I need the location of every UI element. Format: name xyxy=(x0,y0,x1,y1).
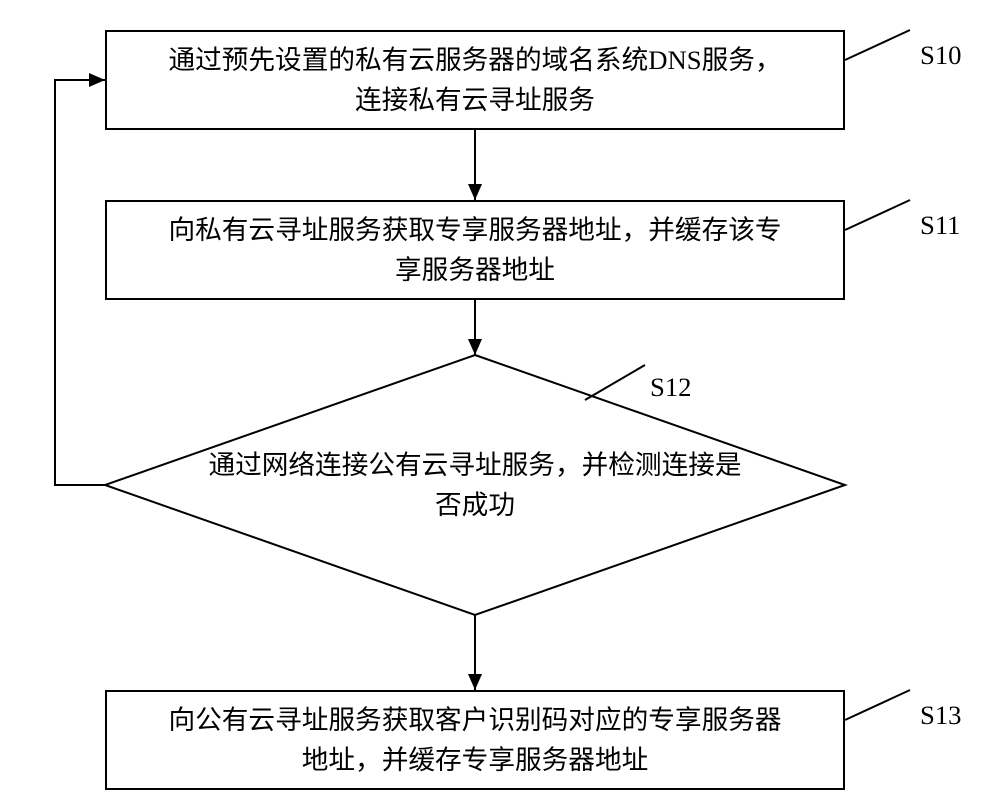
label-s13: S13 xyxy=(920,700,961,731)
step-s10-line1: 通过预先设置的私有云服务器的域名系统DNS服务， xyxy=(168,45,781,75)
decision-s12-text: 通过网络连接公有云寻址服务，并检测连接是 否成功 xyxy=(208,445,741,525)
decision-s12-line1: 通过网络连接公有云寻址服务，并检测连接是 xyxy=(208,450,741,480)
step-s10-text: 通过预先设置的私有云服务器的域名系统DNS服务， 连接私有云寻址服务 xyxy=(168,40,781,120)
step-s11-line2: 享服务器地址 xyxy=(395,255,555,285)
step-s11-text: 向私有云寻址服务获取专享服务器地址，并缓存该专 享服务器地址 xyxy=(168,210,781,290)
step-s11-box: 向私有云寻址服务获取专享服务器地址，并缓存该专 享服务器地址 xyxy=(105,200,845,300)
step-s10-box: 通过预先设置的私有云服务器的域名系统DNS服务， 连接私有云寻址服务 xyxy=(105,30,845,130)
step-s10-line2: 连接私有云寻址服务 xyxy=(355,85,595,115)
step-s13-line1: 向公有云寻址服务获取客户识别码对应的专享服务器 xyxy=(168,705,781,735)
decision-s12-text-wrap: 通过网络连接公有云寻址服务，并检测连接是 否成功 xyxy=(198,414,753,557)
step-s13-box: 向公有云寻址服务获取客户识别码对应的专享服务器 地址，并缓存专享服务器地址 xyxy=(105,690,845,790)
label-s10: S10 xyxy=(920,40,961,71)
decision-s12-line2: 否成功 xyxy=(435,490,515,520)
label-s12: S12 xyxy=(650,372,691,403)
flowchart-canvas: 通过预先设置的私有云服务器的域名系统DNS服务， 连接私有云寻址服务 向私有云寻… xyxy=(0,0,1000,799)
step-s11-line1: 向私有云寻址服务获取专享服务器地址，并缓存该专 xyxy=(168,215,781,245)
label-s11: S11 xyxy=(920,210,961,241)
step-s13-line2: 地址，并缓存专享服务器地址 xyxy=(302,745,649,775)
step-s13-text: 向公有云寻址服务获取客户识别码对应的专享服务器 地址，并缓存专享服务器地址 xyxy=(168,700,781,780)
